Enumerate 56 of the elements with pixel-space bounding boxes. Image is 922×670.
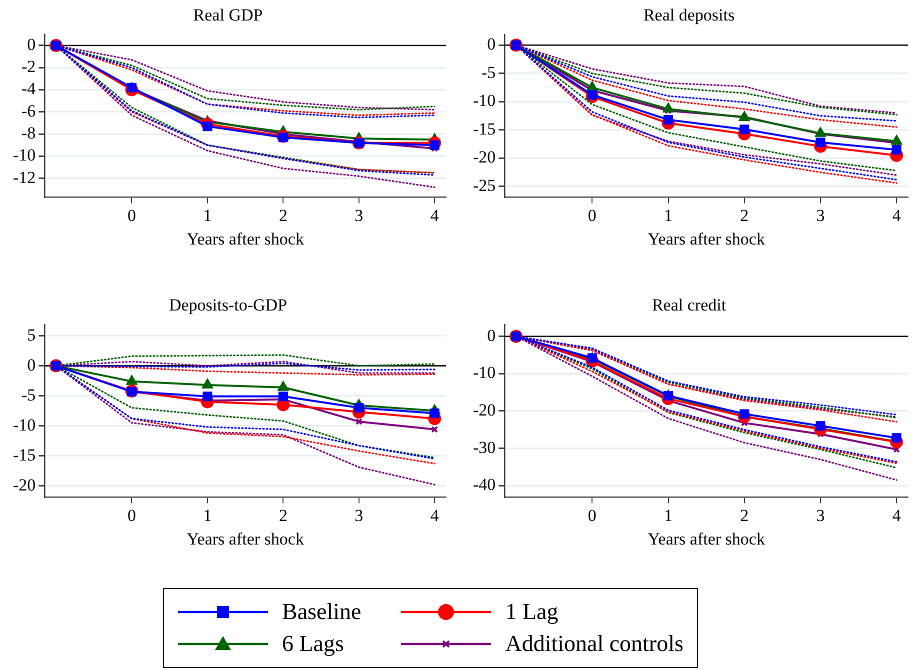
x-tick-label: 4: [892, 506, 902, 525]
y-tick-label: -20: [12, 475, 36, 494]
y-tick-label: -8: [21, 124, 36, 143]
x-tick-label: 0: [127, 506, 136, 525]
x-axis-title: Years after shock: [186, 529, 304, 548]
y-tick-label: -15: [12, 445, 36, 464]
x-tick-label: 4: [892, 206, 902, 225]
y-tick-label: -20: [472, 400, 496, 420]
x-tick-label: 3: [816, 506, 825, 525]
legend-label: Baseline: [282, 599, 362, 625]
x-tick-label: 3: [354, 206, 364, 225]
y-tick-label: -15: [472, 119, 496, 138]
legend-label: Additional controls: [505, 631, 684, 657]
x-tick-label: 4: [430, 506, 440, 525]
x-tick-label: 2: [278, 506, 288, 525]
y-tick-label: 0: [27, 355, 36, 374]
y-tick-label: 0: [27, 34, 36, 54]
x-tick-label: 2: [278, 206, 288, 225]
chart-title: Real credit: [652, 296, 726, 315]
x-tick-label: 0: [588, 506, 596, 525]
x-tick-label: 3: [816, 206, 825, 225]
chart-title: Real GDP: [193, 6, 263, 25]
y-tick-label: -5: [481, 62, 496, 82]
x-tick-label: 3: [354, 506, 364, 525]
x-tick-label: 4: [430, 206, 440, 225]
y-tick-label: -12: [12, 168, 36, 187]
y-tick-label: -30: [472, 438, 496, 457]
x-tick-label: 1: [203, 506, 212, 525]
y-tick-label: -6: [21, 101, 36, 120]
x-tick-label: 0: [588, 206, 596, 225]
chart-title: Deposits-to-GDP: [168, 296, 288, 315]
y-tick-label: -20: [472, 148, 496, 167]
x-tick-label: 2: [740, 506, 749, 525]
y-tick-label: 5: [27, 325, 36, 344]
x-tick-label: 1: [664, 206, 673, 225]
y-tick-label: -25: [472, 176, 496, 195]
x-tick-label: 0: [127, 206, 136, 225]
x-tick-label: 1: [203, 206, 212, 225]
y-tick-label: -4: [21, 79, 36, 98]
x-axis-title: Years after shock: [648, 529, 766, 548]
y-tick-label: -10: [472, 91, 496, 110]
y-tick-label: -10: [12, 146, 36, 165]
y-tick-label: 0: [487, 326, 496, 345]
y-tick-label: -10: [472, 363, 496, 382]
chart-title: Real deposits: [643, 6, 735, 25]
x-tick-label: 2: [740, 206, 749, 225]
y-tick-label: -10: [12, 415, 36, 434]
y-tick-label: -2: [21, 57, 36, 76]
x-axis-title: Years after shock: [648, 229, 766, 248]
legend-label: 6 Lags: [282, 631, 344, 657]
x-axis-title: Years after shock: [186, 229, 304, 248]
legend-label: 1 Lag: [505, 599, 558, 625]
x-tick-label: 1: [664, 506, 673, 525]
y-tick-label: 0: [487, 34, 496, 54]
y-tick-label: -40: [472, 475, 496, 494]
y-tick-label: -5: [21, 385, 36, 404]
